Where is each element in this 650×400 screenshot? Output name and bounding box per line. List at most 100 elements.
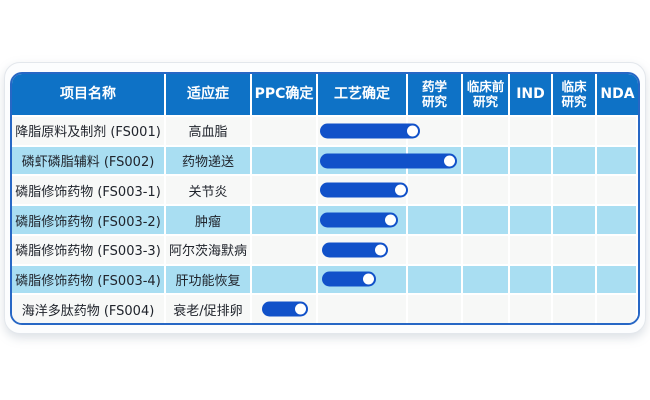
stage-cell-process: [318, 295, 408, 323]
stage-cell-ppc: [252, 176, 318, 205]
stage-cell-nda: [597, 206, 638, 234]
column-header-label: IND: [516, 86, 545, 103]
pipeline-table: 项目名称 适应症 PPC确定 工艺确定 药学 研究 临床前 研究 IND 临床 研究 NDA 降…: [10, 72, 640, 325]
progress-bar: [320, 182, 408, 198]
table-row: 磷脂修饰药物 (FS003-2) 肿瘤: [12, 206, 638, 236]
stage-cell-ppc: [252, 235, 318, 264]
progress-bar: [320, 212, 398, 228]
progress-bar: [320, 123, 420, 139]
stage-cell-nda: [597, 295, 638, 323]
column-header-label: 药学 研究: [421, 79, 447, 109]
project-name-cell: 磷脂修饰药物 (FS003-3): [12, 235, 166, 264]
progress-bar: [322, 271, 376, 287]
column-header-label: 临床前 研究: [466, 79, 505, 109]
stage-cell-nda: [597, 235, 638, 264]
indication-cell: 关节炎: [166, 176, 252, 205]
column-header-label: 适应症: [187, 86, 229, 103]
stage-cell-preclinical: [463, 235, 510, 264]
project-name-cell: 磷脂修饰药物 (FS003-1): [12, 176, 166, 205]
progress-knob-icon: [363, 273, 374, 285]
project-name-cell: 降脂原料及制剂 (FS001): [12, 117, 166, 145]
stage-cell-clinical: [553, 295, 597, 323]
stage-cell-process: [318, 235, 408, 264]
stage-cell-process: [318, 206, 408, 234]
stage-cell-ind: [510, 295, 553, 323]
stage-cell-nda: [597, 265, 638, 294]
column-header-label: 工艺确定: [334, 86, 390, 103]
stage-cell-ppc: [252, 265, 318, 294]
stage-cell-nda: [597, 176, 638, 205]
progress-knob-icon: [375, 244, 386, 256]
stage-cell-pharm: [408, 265, 463, 294]
column-header-label: 临床 研究: [561, 79, 587, 109]
column-header-ppc: PPC确定: [252, 74, 318, 115]
table-row: 降脂原料及制剂 (FS001) 高血脂: [12, 117, 638, 147]
column-header-ind: IND: [510, 74, 553, 115]
progress-knob-icon: [385, 214, 396, 226]
indication-cell: 高血脂: [166, 117, 252, 145]
project-name-cell: 海洋多肽药物 (FS004): [12, 295, 166, 323]
table-header: 项目名称 适应症 PPC确定 工艺确定 药学 研究 临床前 研究 IND 临床 研究 NDA: [12, 74, 638, 117]
project-name-cell: 磷脂修饰药物 (FS003-2): [12, 206, 166, 234]
progress-knob-icon: [407, 125, 418, 137]
column-header-indication: 适应症: [166, 74, 252, 115]
progress-bar: [322, 242, 388, 258]
indication-cell: 阿尔茨海默病: [166, 235, 252, 264]
column-header-pharm: 药学 研究: [408, 74, 463, 115]
table-row: 磷脂修饰药物 (FS003-4) 肝功能恢复: [12, 265, 638, 296]
column-header-nda: NDA: [597, 74, 638, 115]
stage-cell-clinical: [553, 235, 597, 264]
stage-cell-preclinical: [463, 295, 510, 323]
indication-cell: 肿瘤: [166, 206, 252, 234]
column-header-label: NDA: [600, 86, 635, 103]
project-name-cell: 磷脂修饰药物 (FS003-4): [12, 265, 166, 294]
stage-cell-ind: [510, 117, 553, 145]
stage-cell-nda: [597, 146, 638, 175]
project-name-cell: 磷虾磷脂辅料 (FS002): [12, 146, 166, 175]
stage-cell-ind: [510, 235, 553, 264]
progress-bar: [262, 301, 308, 317]
stage-cell-ind: [510, 206, 553, 234]
stage-cell-ind: [510, 146, 553, 175]
stage-cell-ind: [510, 176, 553, 205]
stage-cell-preclinical: [463, 146, 510, 175]
indication-cell: 药物递送: [166, 146, 252, 175]
stage-cell-ppc: [252, 117, 318, 145]
stage-cell-pharm: [408, 295, 463, 323]
stage-cell-clinical: [553, 265, 597, 294]
progress-bar: [320, 153, 457, 169]
table-row: 磷脂修饰药物 (FS003-1) 关节炎: [12, 176, 638, 207]
table-body: 降脂原料及制剂 (FS001) 高血脂 磷虾磷脂辅料 (FS002) 药物递送 磷脂修饰…: [12, 117, 638, 323]
stage-cell-pharm: [408, 117, 463, 145]
column-header-label: 项目名称: [60, 86, 116, 103]
stage-cell-pharm: [408, 235, 463, 264]
table-row: 磷虾磷脂辅料 (FS002) 药物递送: [12, 146, 638, 177]
indication-cell: 肝功能恢复: [166, 265, 252, 294]
progress-knob-icon: [295, 303, 306, 315]
indication-cell: 衰老/促排卵: [166, 295, 252, 323]
stage-cell-ppc: [252, 295, 318, 323]
column-header-clinical: 临床 研究: [553, 74, 597, 115]
stage-cell-ind: [510, 265, 553, 294]
column-header-process: 工艺确定: [318, 74, 408, 115]
table-row: 磷脂修饰药物 (FS003-3) 阿尔茨海默病: [12, 235, 638, 266]
progress-knob-icon: [395, 184, 406, 196]
stage-cell-nda: [597, 117, 638, 145]
table-row: 海洋多肽药物 (FS004) 衰老/促排卵: [12, 295, 638, 323]
stage-cell-pharm: [408, 146, 463, 175]
stage-cell-preclinical: [463, 117, 510, 145]
stage-cell-preclinical: [463, 176, 510, 205]
stage-cell-clinical: [553, 176, 597, 205]
stage-cell-clinical: [553, 117, 597, 145]
stage-cell-pharm: [408, 206, 463, 234]
stage-cell-ppc: [252, 146, 318, 175]
stage-cell-preclinical: [463, 206, 510, 234]
column-header-label: PPC确定: [254, 86, 314, 103]
stage-cell-preclinical: [463, 265, 510, 294]
column-header-project-name: 项目名称: [12, 74, 166, 115]
stage-cell-pharm: [408, 176, 463, 205]
stage-cell-clinical: [553, 206, 597, 234]
stage-cell-clinical: [553, 146, 597, 175]
stage-cell-process: [318, 265, 408, 294]
column-header-preclinical: 临床前 研究: [463, 74, 510, 115]
